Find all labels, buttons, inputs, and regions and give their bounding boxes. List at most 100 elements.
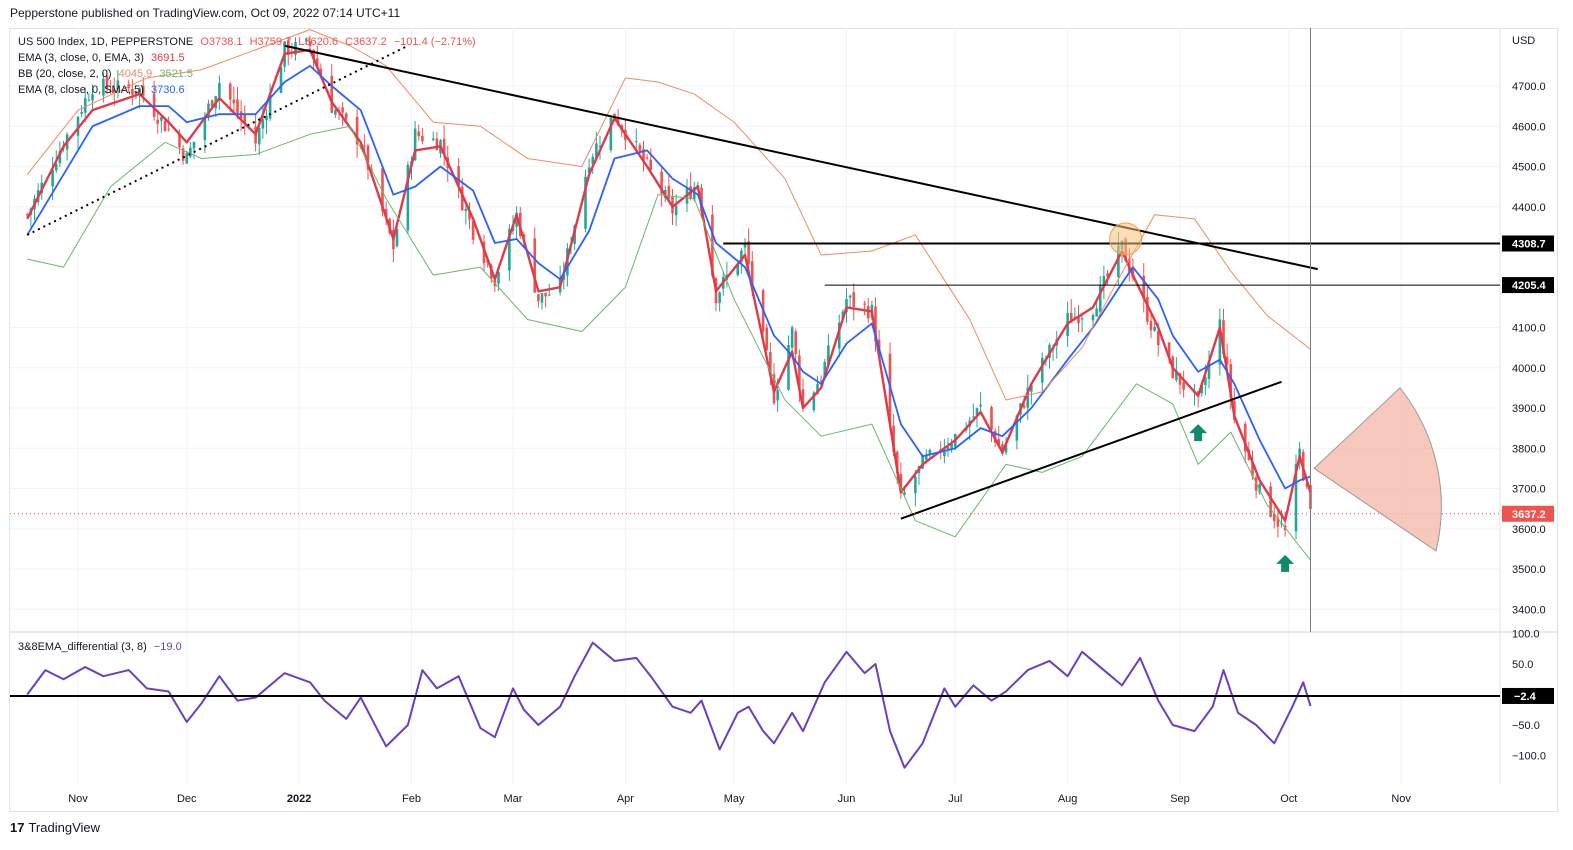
candle-body — [406, 164, 410, 231]
time-axis-label: Aug — [1058, 793, 1078, 805]
legend-ema8[interactable]: EMA (8, close, 0, SMA, 5) 3730.6 — [18, 82, 185, 98]
candle-body — [508, 229, 511, 271]
candle-body — [674, 205, 678, 216]
candle-body — [80, 111, 83, 114]
legend-close: C3637.2 — [345, 36, 387, 48]
legend-oscillator[interactable]: 3&8EMA_differential (3, 8) −19.0 — [18, 639, 182, 655]
candle-body — [1095, 308, 1098, 317]
candle-body — [515, 212, 518, 227]
candle-body — [750, 261, 754, 287]
candle-body — [533, 238, 537, 293]
candle-body — [87, 99, 91, 101]
ema3-line — [26, 48, 1312, 522]
legend-change: −101.4 (−2.71%) — [393, 36, 476, 48]
candle-body — [471, 221, 475, 240]
candle-body — [102, 78, 105, 96]
price-tick-label: 3400.0 — [1512, 604, 1546, 616]
candle-body — [544, 292, 547, 297]
candle-body — [232, 99, 236, 104]
candle-body — [91, 94, 94, 101]
legend-ema3[interactable]: EMA (3, close, 0, EMA, 3) 3691.5 — [18, 50, 185, 66]
candle-body — [642, 149, 645, 161]
candle-body — [189, 147, 192, 157]
chart-frame[interactable] — [9, 28, 1558, 812]
candle-body — [852, 292, 856, 307]
candle-body — [584, 176, 587, 229]
legend-oscillator-value: −19.0 — [153, 641, 182, 653]
candle-body — [203, 116, 207, 140]
price-tick-label: 3800.0 — [1512, 443, 1546, 455]
candle-body — [1272, 513, 1276, 522]
legend-low: L3620.6 — [298, 36, 339, 48]
candle-body — [921, 455, 924, 469]
candle-body — [156, 119, 160, 124]
candle-body — [366, 145, 370, 170]
ascending-trendline — [900, 380, 1282, 520]
candle-body — [268, 93, 272, 119]
legend-ema3-label: EMA (3, close, 0, EMA, 3) — [18, 52, 144, 64]
oscillator-tick-label: −50.0 — [1512, 720, 1540, 732]
footer-brand[interactable]: 17 TradingView — [10, 820, 100, 835]
candle-body — [1254, 477, 1258, 491]
legend-open: O3738.1 — [200, 36, 243, 48]
candle-body — [76, 116, 80, 136]
candle-body — [1243, 424, 1247, 452]
candle-body — [243, 114, 247, 124]
price-tick-label: 4000.0 — [1512, 363, 1546, 375]
oscillator-tick-label: 100.0 — [1512, 629, 1540, 641]
candle-body — [1218, 319, 1222, 365]
candle-body — [798, 355, 801, 390]
legend-bb[interactable]: BB (20, close, 2, 0) 4045.9 3521.5 — [18, 66, 193, 82]
candle-body — [359, 145, 363, 147]
candle-body — [210, 100, 214, 107]
candle-body — [178, 133, 181, 148]
candle-body — [787, 344, 790, 390]
candle-body — [51, 169, 54, 187]
candle-body — [736, 263, 740, 275]
candle-body — [134, 90, 138, 94]
candle-body — [308, 41, 312, 47]
candle-body — [1106, 273, 1109, 277]
legend-high: H3759.7 — [249, 36, 292, 48]
candle-body — [537, 294, 540, 302]
candle-body — [1022, 405, 1026, 408]
oscillator-line — [26, 641, 1312, 769]
candle-body — [595, 143, 598, 158]
time-axis-label: 2022 — [287, 793, 311, 805]
oscillator-tick-label: 50.0 — [1512, 659, 1533, 671]
candle-body — [1040, 357, 1044, 383]
candle-body — [743, 243, 747, 248]
legend-symbol[interactable]: US 500 Index, 1D, PEPPERSTONE O3738.1 H3… — [18, 34, 476, 50]
price-level-label: 4308.7 — [1512, 238, 1546, 250]
candle-body — [634, 140, 638, 142]
candle-body — [892, 425, 895, 453]
candle-body — [747, 241, 750, 265]
candle-body — [1294, 464, 1298, 532]
candle-body — [54, 163, 58, 171]
candle-body — [468, 211, 471, 220]
candle-body — [152, 93, 156, 117]
time-axis-label: Dec — [177, 793, 197, 805]
time-axis-label: Nov — [1391, 793, 1411, 805]
candle-body — [848, 295, 852, 298]
candle-body — [1269, 486, 1272, 517]
candle-body — [25, 214, 29, 216]
candle-body — [845, 299, 848, 313]
candle-body — [1069, 313, 1073, 323]
candle-body — [381, 168, 384, 212]
candle-body — [141, 85, 145, 96]
candle-body — [794, 331, 798, 354]
candle-body — [1077, 316, 1080, 324]
price-tick-label: 4700.0 — [1512, 81, 1546, 93]
candle-body — [1102, 276, 1106, 287]
candle-body — [863, 303, 866, 305]
candle-body — [718, 292, 721, 303]
candle-body — [649, 159, 653, 170]
time-axis-label: Sep — [1170, 793, 1190, 805]
candle-body — [160, 117, 163, 121]
candle-body — [341, 107, 344, 113]
candle-body — [105, 75, 109, 89]
candle-body — [138, 88, 141, 95]
candle-body — [431, 138, 435, 140]
